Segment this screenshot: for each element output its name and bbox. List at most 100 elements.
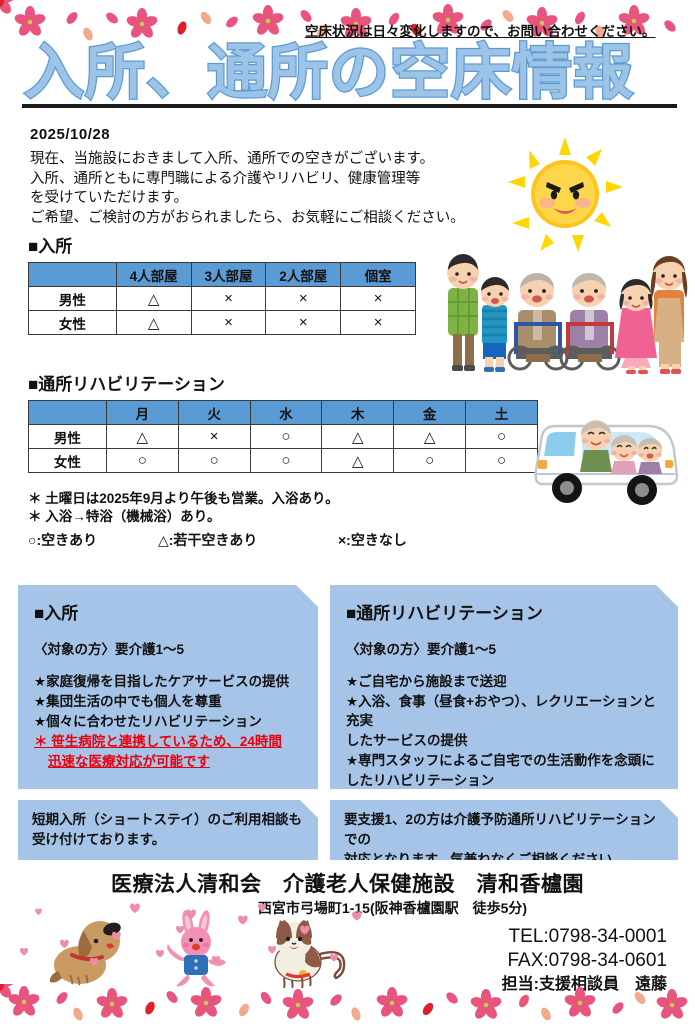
table-row: 男性 △ × × ×: [28, 286, 416, 311]
table-corner-cell: [28, 262, 117, 287]
panel-heading-nyusho: ■入所: [34, 604, 79, 623]
wheelchair-elder-woman: [559, 273, 621, 371]
cell-male-sat: ○: [465, 424, 538, 449]
cell-male-mon: △: [105, 424, 179, 449]
man-figure: [447, 254, 479, 371]
legend-note-text: 空床状況は日々変化しますので、お問い合わせください。: [305, 24, 656, 39]
section-heading-tsusho: ■通所リハビリテーション: [28, 375, 225, 394]
cell-male-tue: ×: [177, 424, 251, 449]
table-row: 男性 △ × ○ △ △ ○: [28, 424, 538, 449]
col-header-4nin: 4人部屋: [115, 262, 192, 287]
list-item: ★ご自宅から施設まで送迎: [346, 674, 507, 689]
row-label-male: 男性: [28, 286, 117, 311]
legend-cross: ×:空きなし: [338, 532, 407, 548]
van-passenger-3: [638, 438, 662, 474]
list-item: ★集団生活の中でも個人を尊重: [34, 694, 222, 709]
cell-female-koshitsu: ×: [340, 310, 416, 335]
van-passenger-1: [580, 420, 612, 472]
cell-male-wed: ○: [249, 424, 323, 449]
cell-male-4nin: △: [115, 286, 192, 311]
page-title: 入所、通所の空床情報: [23, 38, 635, 108]
col-header-2nin: 2人部屋: [265, 262, 342, 287]
care-van-illustration: [534, 420, 679, 505]
boy-figure: [481, 277, 509, 372]
col-header-thu: 木: [321, 400, 395, 425]
col-header-koshitsu: 個室: [340, 262, 416, 287]
subbox-line-2: 対応となります。気兼ねなくご相談ください。: [344, 852, 626, 867]
legend-note: 空床状況は日々変化しますので、お問い合わせください。: [305, 20, 655, 40]
availability-table-nyusho: 4人部屋 3人部屋 2人部屋 個室 男性 △ × × × 女性 △ × × ×: [28, 262, 416, 335]
section-heading-nyusho: ■入所: [28, 237, 73, 256]
family-with-wheelchair-illustration: [447, 254, 688, 374]
wheelchair-elder-man: [507, 273, 569, 371]
cell-female-2nin: ×: [265, 310, 342, 335]
subbox-line-1: 短期入所（ショートステイ）のご利用相談も: [32, 812, 302, 827]
dog-illustration: [49, 921, 121, 986]
panel-highlight-line-2: 迅速な医療対応が可能です: [48, 754, 210, 769]
subbox-yoshien: 要支援1、2の方は介護予防通所リハビリテーションでの 対応となります。気兼ねなく…: [330, 800, 678, 860]
row-label-female: 女性: [28, 310, 117, 335]
contact-staff: 担当:支援相談員 遠藤: [501, 976, 667, 993]
list-item: したサービスの提供: [346, 733, 468, 748]
legend-triangle: △:若干空きあり: [158, 532, 258, 548]
table-header-row: 4人部屋 3人部屋 2人部屋 個室: [28, 262, 416, 287]
schedule-notes: ＊ 土曜日は2025年9月より午後も営業。入浴あり。 ＊ 入浴→特浴（機械浴）あ…: [28, 490, 339, 526]
cell-male-3nin: ×: [190, 286, 267, 311]
facility-name: 医療法人清和会 介護老人保健施設 清和香櫨園: [111, 873, 584, 896]
list-item: ★入浴、食事（昼食+おやつ）、レクリエーションと充実: [346, 694, 656, 728]
intro-line-1: 現在、当施設におきまして入所、通所での空きがございます。: [30, 151, 435, 167]
caregiver-figure: [650, 256, 688, 374]
list-item: ★個々に合わせたリハビリテーション: [34, 714, 262, 729]
cell-female-mon: ○: [105, 448, 179, 473]
panel-heading-tsusho: ■通所リハビリテーション: [346, 604, 543, 623]
subbox-line-2: 受け付けております。: [32, 832, 166, 847]
cell-female-wed: ○: [249, 448, 323, 473]
row-label-female: 女性: [28, 448, 107, 473]
panel-target-tsusho: 〈対象の方〉要介護1～5: [346, 642, 497, 657]
facility-address: 西宮市弓場町1-15(阪神香櫨園駅 徒歩5分): [257, 900, 528, 916]
panel-highlight-line-1: ＊ 笹生病院と連携しているため、24時間: [34, 734, 282, 749]
note-line-1: ＊ 土曜日は2025年9月より午後も営業。入浴あり。: [28, 491, 339, 506]
van-passenger-2: [611, 435, 637, 474]
legend-circle: ○:空きあり: [28, 532, 98, 548]
row-label-male: 男性: [28, 424, 107, 449]
date-label: 2025/10/28: [30, 126, 111, 143]
intro-line-3: を受けていただけます。: [30, 190, 189, 206]
cell-male-2nin: ×: [265, 286, 342, 311]
info-panel-nyusho: ■入所 〈対象の方〉要介護1～5 ★家庭復帰を目指したケアサービスの提供 ★集団…: [18, 585, 318, 789]
girl-figure: [615, 279, 657, 374]
table-row: 女性 △ × × ×: [28, 310, 416, 335]
panel-bullets-nyusho: ★家庭復帰を目指したケアサービスの提供 ★集団生活の中でも個人を尊重 ★個々に合…: [34, 672, 304, 771]
availability-table-tsusho: 月 火 水 木 金 土 男性 △ × ○ △ △ ○ 女性 ○ ○: [28, 400, 538, 473]
rabbit-illustration: [167, 910, 226, 987]
cell-female-4nin: △: [115, 310, 192, 335]
title-block: 入所、通所の空床情報: [0, 38, 695, 112]
list-item: したリハビリテーション: [346, 773, 495, 788]
intro-paragraph: 現在、当施設におきまして入所、通所での空きがございます。 入所、通所ともに専門職…: [30, 150, 500, 228]
panel-target-nyusho: 〈対象の方〉要介護1～5: [34, 642, 185, 657]
contact-block: TEL:0798-34-0001 FAX:0798-34-0601 担当:支援相…: [502, 925, 667, 997]
cell-female-3nin: ×: [190, 310, 267, 335]
table-row: 女性 ○ ○ ○ △ ○ ○: [28, 448, 538, 473]
list-item: ★専門スタッフによるご自宅での生活動作を念頭に: [346, 753, 655, 768]
cat-illustration: [274, 920, 346, 988]
sun-illustration: [508, 137, 623, 252]
info-panel-tsusho: ■通所リハビリテーション 〈対象の方〉要介護1～5 ★ご自宅から施設まで送迎 ★…: [330, 585, 678, 789]
cell-male-thu: △: [321, 424, 395, 449]
list-item: ★家庭復帰を目指したケアサービスの提供: [34, 674, 290, 689]
table-corner-cell: [28, 400, 107, 425]
intro-line-2: 入所、通所ともに専門職による介護やリハビリ、健康管理等: [30, 170, 421, 187]
subbox-line-1: 要支援1、2の方は介護予防通所リハビリテーションでの: [344, 812, 656, 847]
col-header-fri: 金: [393, 400, 467, 425]
note-line-2: ＊ 入浴→特浴（機械浴）あり。: [28, 509, 221, 524]
subbox-shortstay: 短期入所（ショートステイ）のご利用相談も 受け付けております。: [18, 800, 318, 860]
col-header-tue: 火: [177, 400, 251, 425]
cell-female-sat: ○: [465, 448, 538, 473]
cell-male-koshitsu: ×: [340, 286, 416, 311]
telephone-number: TEL:0798-34-0001: [508, 926, 667, 947]
title-underline-rule: [22, 104, 677, 108]
cell-male-fri: △: [393, 424, 467, 449]
col-header-wed: 水: [249, 400, 323, 425]
cell-female-tue: ○: [177, 448, 251, 473]
